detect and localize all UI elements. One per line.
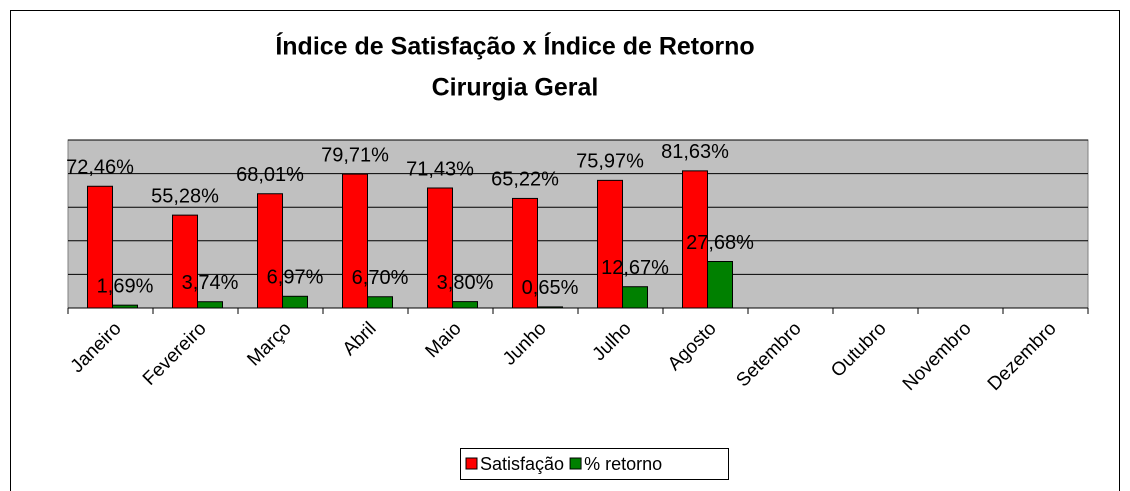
data-label: 12,67% bbox=[601, 257, 669, 279]
data-label: 72,46% bbox=[66, 157, 134, 179]
data-label: 65,22% bbox=[491, 169, 559, 191]
data-label: 27,68% bbox=[686, 232, 754, 254]
bar bbox=[452, 301, 478, 309]
data-label: 0,65% bbox=[522, 277, 579, 299]
bar bbox=[197, 301, 223, 309]
bar bbox=[342, 173, 368, 309]
data-label: 68,01% bbox=[236, 164, 304, 186]
legend-label: % retorno bbox=[584, 454, 662, 474]
bar bbox=[537, 306, 563, 309]
bar bbox=[707, 260, 733, 309]
legend-swatch bbox=[465, 457, 478, 470]
bar bbox=[112, 304, 138, 309]
legend: Satisfação % retorno bbox=[460, 448, 729, 480]
bar bbox=[367, 296, 393, 309]
data-label: 1,69% bbox=[97, 275, 154, 297]
chart-subtitle: Cirurgia Geral bbox=[432, 74, 599, 102]
bar bbox=[427, 187, 453, 309]
data-label: 3,74% bbox=[182, 272, 239, 294]
data-label: 6,70% bbox=[352, 267, 409, 289]
data-label: 3,80% bbox=[437, 272, 494, 294]
bar bbox=[87, 185, 113, 309]
chart-title: Índice de Satisfação x Índice de Retorno bbox=[275, 32, 754, 61]
data-label: 79,71% bbox=[321, 144, 389, 166]
data-label: 6,97% bbox=[267, 267, 324, 289]
bar bbox=[597, 179, 623, 309]
data-label: 75,97% bbox=[576, 151, 644, 173]
bar bbox=[282, 295, 308, 309]
legend-label: Satisfação bbox=[480, 454, 564, 474]
legend-box bbox=[460, 448, 729, 480]
data-label: 71,43% bbox=[406, 158, 474, 180]
bar bbox=[257, 193, 283, 309]
legend-swatch bbox=[569, 457, 582, 470]
bar bbox=[172, 214, 198, 309]
data-label: 81,63% bbox=[661, 141, 729, 163]
bar bbox=[682, 170, 708, 309]
bar bbox=[622, 286, 648, 309]
bar bbox=[512, 197, 538, 309]
plot-area bbox=[67, 139, 1089, 309]
data-label: 55,28% bbox=[151, 185, 219, 207]
